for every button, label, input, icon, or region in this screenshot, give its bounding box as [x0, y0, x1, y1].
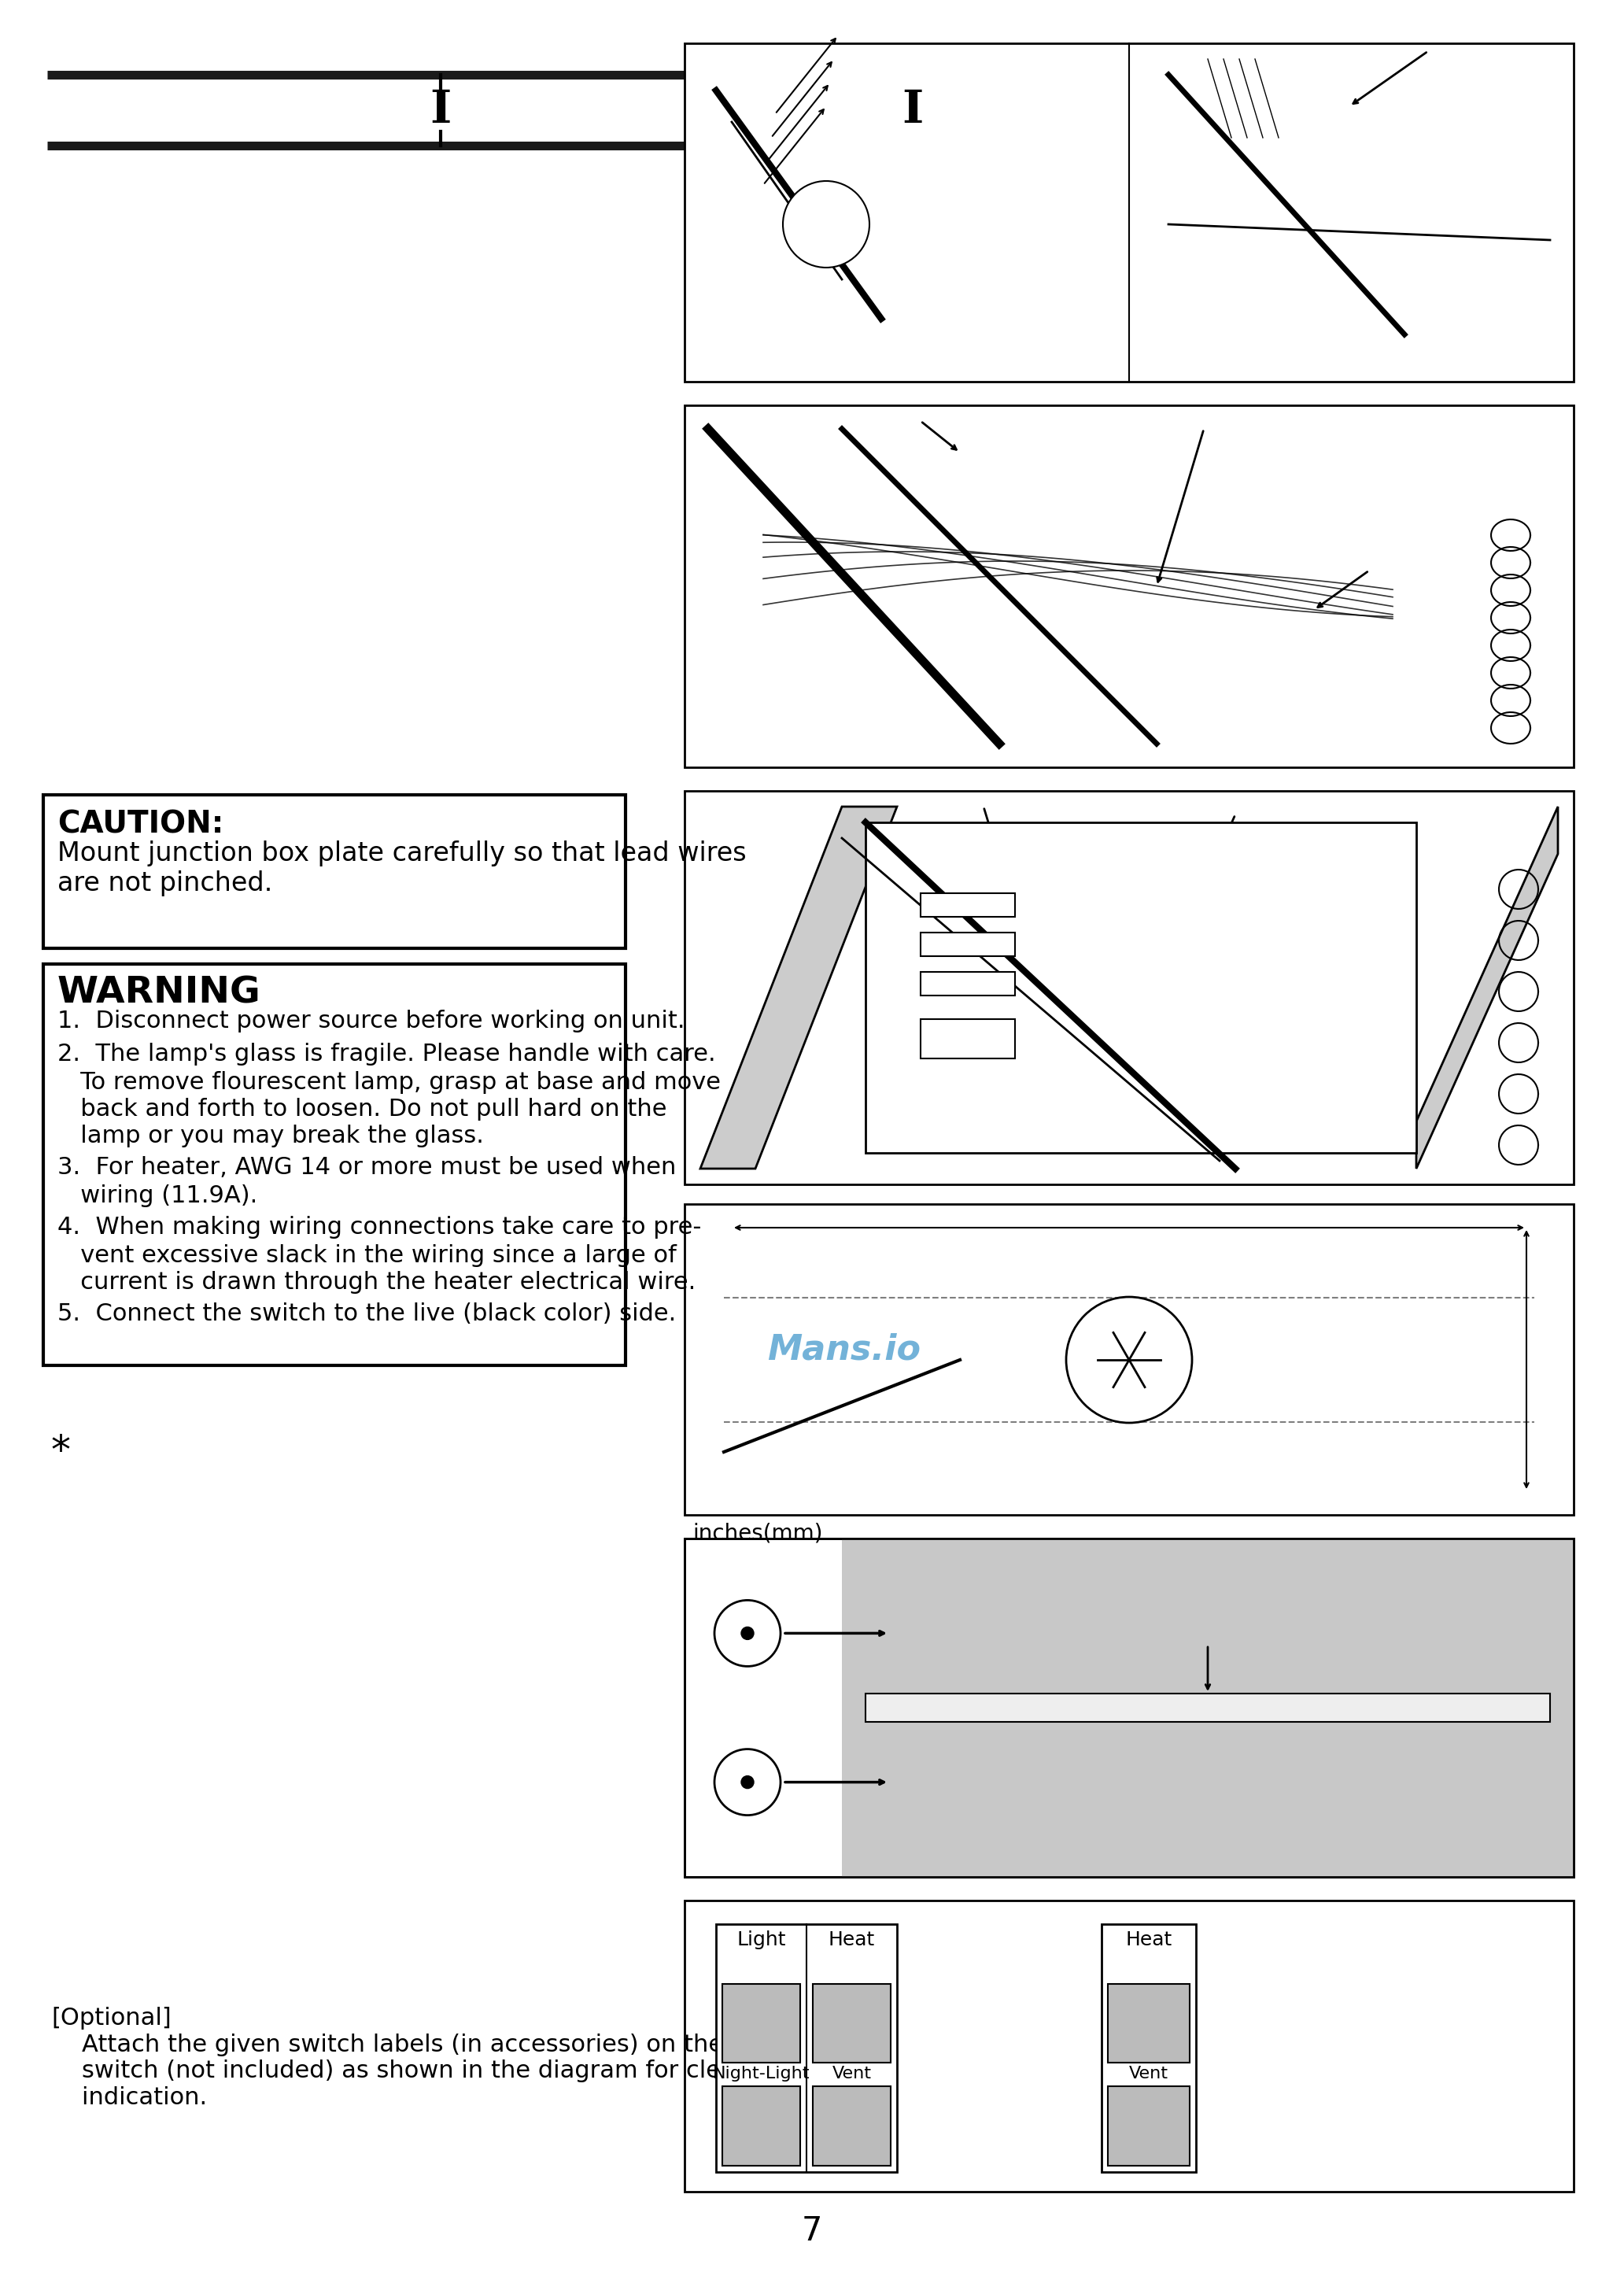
Bar	[866, 1693, 1549, 1723]
Text: lamp or you may break the glass.: lamp or you may break the glass.	[57, 1124, 484, 1147]
Text: 4.  When making wiring connections take care to pre-: 4. When making wiring connections take c…	[57, 1216, 702, 1239]
Text: 7: 7	[802, 2214, 822, 2248]
Polygon shape	[700, 807, 896, 1168]
Text: Vent: Vent	[1129, 2067, 1168, 2083]
Text: To remove flourescent lamp, grasp at base and move: To remove flourescent lamp, grasp at bas…	[57, 1071, 721, 1094]
Bar	[1101, 1925, 1195, 2172]
Circle shape	[715, 1748, 781, 1815]
Text: Mans.io: Mans.io	[767, 1333, 921, 1367]
Bar	[44, 963, 625, 1365]
Text: Vent: Vent	[831, 2067, 872, 2083]
Bar	[812, 1984, 890, 2062]
Bar	[866, 821, 1416, 1154]
Bar	[685, 1539, 1574, 1876]
Bar	[723, 1984, 801, 2062]
Text: CAUTION:: CAUTION:	[57, 810, 224, 840]
Bar	[1108, 1984, 1190, 2062]
Bar	[841, 1539, 1574, 1876]
Circle shape	[1065, 1296, 1192, 1422]
Text: back and forth to loosen. Do not pull hard on the: back and forth to loosen. Do not pull ha…	[57, 1099, 667, 1122]
Text: 1.  Disconnect power source before working on unit.: 1. Disconnect power source before workin…	[57, 1009, 685, 1032]
Text: WARNING: WARNING	[57, 975, 261, 1009]
Text: [Optional]
    Attach the given switch labels (in accessories) on the wall
    s: [Optional] Attach the given switch label…	[50, 2007, 778, 2108]
Bar	[921, 1019, 1015, 1058]
Bar	[1108, 2088, 1190, 2166]
Polygon shape	[1416, 807, 1557, 1168]
Text: Night-Light: Night-Light	[713, 2067, 810, 2083]
Bar	[685, 44, 1574, 381]
Bar	[44, 794, 625, 947]
Text: Heat: Heat	[828, 1932, 875, 1950]
Circle shape	[741, 1776, 754, 1789]
Bar	[921, 892, 1015, 918]
Text: *: *	[50, 1434, 71, 1470]
Text: vent excessive slack in the wiring since a large of: vent excessive slack in the wiring since…	[57, 1243, 677, 1266]
Circle shape	[715, 1601, 781, 1665]
Circle shape	[783, 181, 869, 268]
Bar	[685, 1539, 1574, 1876]
Bar	[685, 1204, 1574, 1514]
Text: I: I	[430, 87, 451, 133]
Text: 2.  The lamp's glass is fragile. Please handle with care.: 2. The lamp's glass is fragile. Please h…	[57, 1044, 716, 1064]
Bar	[685, 791, 1574, 1184]
Bar	[685, 406, 1574, 766]
Text: current is drawn through the heater electrical wire.: current is drawn through the heater elec…	[57, 1271, 695, 1294]
Text: 3.  For heater, AWG 14 or more must be used when: 3. For heater, AWG 14 or more must be us…	[57, 1156, 676, 1179]
Bar	[921, 934, 1015, 957]
Bar	[812, 2088, 890, 2166]
Circle shape	[741, 1626, 754, 1640]
Bar	[716, 1925, 896, 2172]
Text: Light: Light	[737, 1932, 786, 1950]
Bar	[921, 973, 1015, 996]
Text: wiring (11.9A).: wiring (11.9A).	[57, 1184, 258, 1207]
Text: Heat: Heat	[1125, 1932, 1173, 1950]
Bar	[723, 2088, 801, 2166]
Text: I: I	[901, 87, 924, 133]
Bar	[685, 1899, 1574, 2191]
Text: inches(mm): inches(mm)	[692, 1523, 823, 1544]
Text: 5.  Connect the switch to the live (black color) side.: 5. Connect the switch to the live (black…	[57, 1303, 676, 1326]
Text: Mount junction box plate carefully so that lead wires
are not pinched.: Mount junction box plate carefully so th…	[57, 840, 747, 897]
